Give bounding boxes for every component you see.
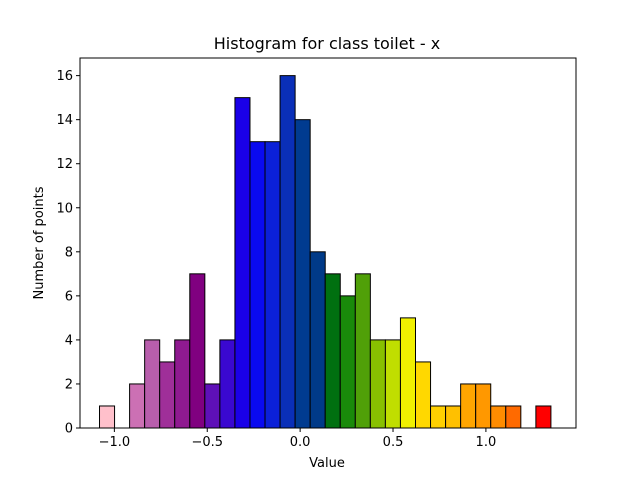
- y-tick-label: 14: [56, 113, 73, 128]
- histogram-bar: [490, 405, 507, 429]
- y-tick-label: 8: [65, 245, 73, 260]
- x-axis-label: Value: [309, 456, 345, 471]
- histogram-bar: [354, 273, 371, 429]
- histogram-bar: [234, 97, 251, 429]
- x-ticks: −1.0 −0.5 0.0 0.5 1.0: [99, 428, 497, 450]
- histogram-bar: [535, 405, 552, 429]
- histogram-bar: [99, 405, 116, 429]
- y-axis-label: Number of points: [32, 186, 47, 299]
- histogram-bar: [204, 383, 221, 429]
- histogram-bar: [309, 251, 326, 429]
- histogram-bar: [189, 273, 206, 429]
- histogram-bar: [384, 339, 401, 429]
- histogram-bar: [294, 119, 311, 429]
- histogram-bar: [249, 141, 266, 429]
- plot-frame: [79, 57, 577, 429]
- y-tick-label: 2: [65, 377, 73, 392]
- histogram-bar: [415, 361, 432, 429]
- histogram-bar: [430, 405, 447, 429]
- histogram-bar: [279, 75, 296, 429]
- x-tick-label: −1.0: [99, 435, 131, 450]
- y-tick-label: 12: [56, 157, 73, 172]
- histogram-bar: [475, 383, 492, 429]
- y-tick-label: 4: [65, 333, 73, 348]
- y-tick-label: 10: [56, 201, 73, 216]
- histogram-bar: [144, 339, 161, 429]
- chart-title: Histogram for class toilet - x: [214, 34, 440, 53]
- histogram-bar: [369, 339, 386, 429]
- histogram-bar: [445, 405, 462, 429]
- histogram-bar: [460, 383, 477, 429]
- y-tick-label: 16: [56, 69, 73, 84]
- bars-layer: [99, 75, 552, 429]
- x-tick-label: 0.5: [383, 435, 404, 450]
- y-tick-label: 6: [65, 289, 73, 304]
- x-tick-label: −0.5: [191, 435, 223, 450]
- histogram-bar: [339, 295, 356, 429]
- histogram-bar: [399, 317, 417, 429]
- histogram-bar: [324, 273, 341, 429]
- histogram-bar: [505, 405, 522, 429]
- histogram-bar: [129, 383, 146, 429]
- x-tick-label: 1.0: [476, 435, 497, 450]
- x-tick-label: 0.0: [290, 435, 311, 450]
- histogram-bar: [174, 339, 191, 429]
- histogram-bar: [264, 141, 281, 429]
- y-ticks: 0 2 4 6 8 10 12 14 16: [56, 69, 80, 437]
- histogram-bar: [219, 339, 236, 429]
- y-tick-label: 0: [65, 422, 73, 437]
- histogram-bar: [159, 361, 176, 429]
